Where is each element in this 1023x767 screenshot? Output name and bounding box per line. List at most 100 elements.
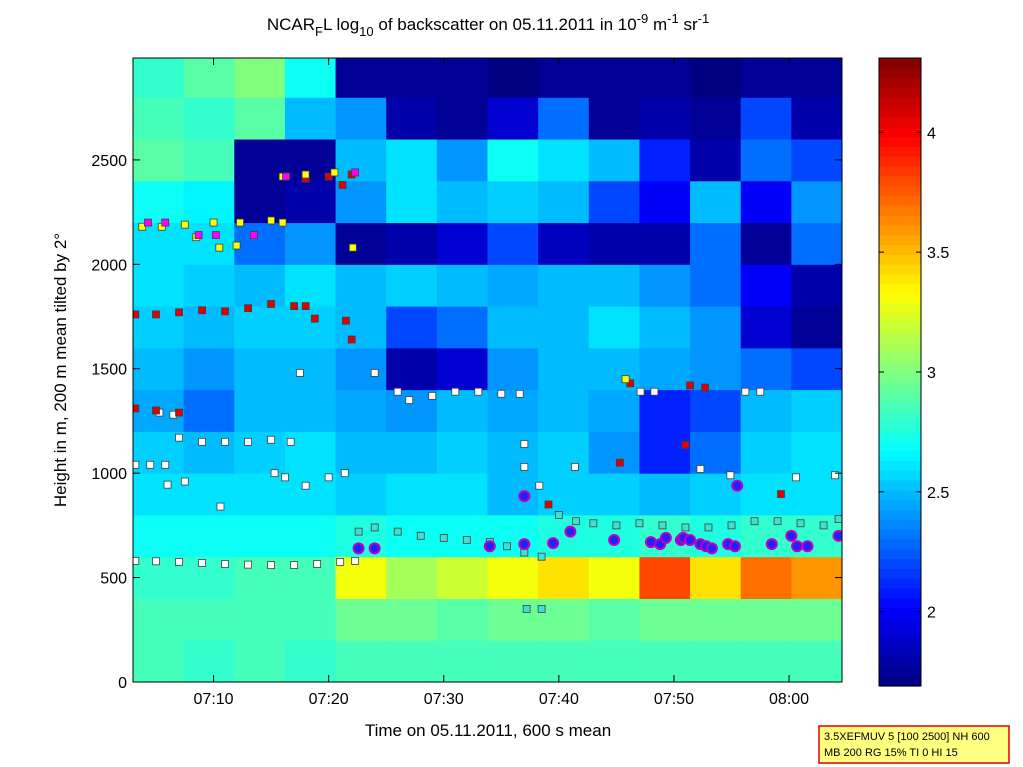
colorbar-step — [879, 529, 921, 540]
overlay-point — [244, 304, 252, 313]
heat-cell — [234, 598, 286, 641]
colorbar-step — [879, 322, 921, 334]
heat-cell — [284, 347, 337, 391]
info-box — [818, 725, 1010, 764]
heat-cell — [436, 556, 488, 599]
heat-cell — [436, 431, 488, 474]
overlay-point — [267, 216, 276, 225]
heat-cell — [436, 180, 488, 224]
heat-cell — [791, 58, 842, 98]
heat-cell — [335, 139, 387, 182]
colorbar-step — [879, 303, 921, 314]
colorbar-tick-label: 4 — [927, 125, 936, 142]
overlay-point — [175, 308, 183, 317]
colorbar-step — [879, 156, 921, 167]
heat-cell — [133, 97, 185, 140]
heat-cell — [386, 222, 438, 265]
heat-cell — [639, 556, 691, 599]
overlays — [133, 168, 842, 613]
overlay-point — [267, 561, 276, 569]
heat-cell — [386, 431, 438, 474]
overlay-point — [290, 561, 299, 569]
overlay-point — [281, 473, 289, 482]
heat-cell — [791, 97, 842, 140]
heat-cell — [133, 598, 185, 641]
heat-cell — [538, 598, 590, 641]
heat-cell — [791, 139, 842, 182]
heat-cell — [740, 97, 792, 140]
heat-cell — [690, 139, 742, 182]
heat-cell — [639, 222, 691, 265]
overlay-point — [221, 307, 229, 316]
overlay-point — [175, 408, 183, 417]
colorbar: 2 2.5 3 3.5 4 — [878, 57, 949, 687]
heat-cell — [639, 139, 691, 182]
overlay-point — [503, 542, 511, 551]
heat-cell — [538, 139, 590, 182]
heat-cell — [487, 598, 539, 641]
heat-cell — [538, 264, 590, 307]
heat-cell — [639, 264, 691, 307]
heat-cell — [335, 222, 387, 265]
heat-cell — [538, 556, 590, 599]
heat-cell — [183, 58, 235, 98]
overlay-point — [801, 540, 814, 553]
overlay-point — [198, 306, 206, 315]
heat-cell — [487, 556, 539, 599]
heat-cell — [183, 180, 235, 224]
heat-cell — [183, 139, 235, 182]
y-tick-label: 1000 — [91, 466, 127, 483]
overlay-point — [608, 533, 621, 546]
x-tick-label: 07:10 — [194, 691, 234, 708]
heat-cell — [588, 58, 640, 98]
colorbar-step — [879, 264, 921, 275]
heat-cell — [284, 640, 337, 682]
heat-cell — [183, 97, 235, 140]
colorbar-step — [879, 568, 921, 579]
overlay-point — [497, 389, 506, 398]
overlay-point — [686, 381, 694, 390]
x-tick-label: 07:20 — [309, 691, 349, 708]
overlay-point — [741, 387, 750, 396]
info-line: 3.5XEFMUV 5 [100 2500] NH 600 — [824, 731, 990, 743]
colorbar-step — [879, 332, 921, 344]
x-axis-label: Time on 05.11.2011, 600 s mean — [365, 721, 611, 740]
colorbar-step — [879, 77, 921, 89]
overlay-point — [589, 519, 598, 528]
heat-cell — [538, 97, 590, 140]
heat-cell — [335, 97, 387, 140]
colorbar-step — [879, 607, 921, 618]
heat-cell — [436, 473, 488, 516]
overlay-point — [295, 369, 304, 377]
colorbar-step — [879, 293, 921, 304]
colorbar-step — [879, 313, 921, 324]
heat-cell — [690, 347, 742, 391]
overlay-point — [635, 519, 644, 528]
title-part: -1 — [698, 11, 710, 26]
heat-cell — [335, 58, 387, 98]
heat-cell — [487, 431, 539, 474]
overlay-point — [537, 605, 546, 613]
overlay-point — [834, 515, 842, 524]
overlay-point — [221, 560, 229, 568]
heat-cell — [335, 556, 387, 599]
heat-cell — [740, 389, 792, 432]
heat-cell — [436, 139, 488, 182]
heat-cell — [183, 473, 235, 516]
y-tick-label: 2500 — [91, 153, 127, 170]
heat-cell — [740, 347, 792, 391]
overlay-point — [451, 387, 460, 396]
overlay-point — [347, 335, 356, 344]
heat-cell — [133, 473, 185, 516]
colorbar-step — [879, 440, 921, 452]
heat-cell — [487, 180, 539, 224]
y-tick-label: 1500 — [91, 362, 127, 379]
colorbar-step — [879, 666, 921, 677]
heat-cell — [234, 347, 286, 391]
heat-cell — [588, 264, 640, 307]
overlay-point — [571, 462, 579, 471]
title-part: L log — [323, 15, 359, 34]
heat-cell — [791, 389, 842, 432]
overlay-point — [330, 168, 339, 177]
heat-cell — [791, 347, 842, 391]
